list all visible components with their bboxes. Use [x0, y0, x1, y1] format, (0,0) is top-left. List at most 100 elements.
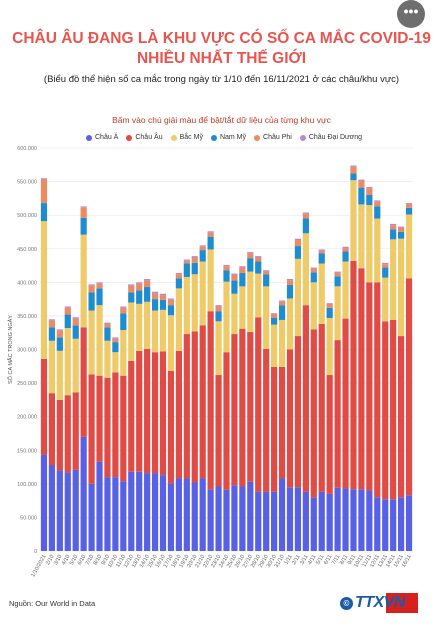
legend-label-south-america: Nam Mỹ [219, 134, 247, 141]
bar-oceania [326, 303, 333, 305]
bar-asia [64, 472, 71, 551]
legend-item-europe[interactable]: Châu Âu [126, 134, 163, 141]
bar-north-america [366, 205, 373, 283]
bar-europe [207, 311, 214, 490]
bar-asia [144, 473, 151, 551]
bar-europe [302, 305, 309, 492]
more-options-button[interactable]: ••• [397, 0, 425, 28]
legend-item-oceania[interactable]: Châu Đại Dương [299, 134, 362, 141]
bar-africa [144, 280, 151, 288]
bar-europe [247, 332, 254, 482]
bar-africa [40, 179, 48, 204]
bar-south-america [405, 207, 413, 215]
bar-africa [334, 272, 341, 277]
bar-asia [223, 489, 230, 551]
legend-dot-europe [126, 134, 133, 141]
bar-oceania [271, 313, 278, 315]
bar-south-america [96, 288, 103, 306]
bar-asia [191, 482, 198, 551]
bar-south-america [342, 251, 349, 262]
bar-oceania [199, 245, 206, 247]
bar-south-america [40, 203, 48, 222]
bar-africa [374, 201, 381, 207]
bar-south-america [398, 231, 405, 239]
x-tick-label: 11/11 [361, 554, 373, 568]
x-tick-label: 5/10 [69, 554, 80, 566]
stacked-bar-chart: 0 50.000 100.000 150.000 200.000 250.000 300.0… [6, 146, 413, 578]
bar-north-america [223, 281, 230, 353]
bar-asia [294, 487, 302, 551]
bar-north-america [294, 258, 302, 337]
bar-asia [72, 469, 79, 551]
legend-item-africa[interactable]: Châu Phi [254, 134, 292, 141]
bar-south-america [286, 285, 294, 299]
logo-mark: © [340, 596, 353, 610]
bar-oceania [183, 259, 190, 261]
bar-north-america [80, 234, 87, 328]
bar-europe [199, 325, 206, 479]
bar-europe [120, 375, 127, 482]
bar-oceania [318, 249, 325, 251]
bar-south-america [271, 317, 278, 325]
bar-north-america [48, 340, 55, 394]
bar-oceania [239, 266, 246, 268]
bar-europe [215, 375, 222, 487]
legend-item-south-america[interactable]: Nam Mỹ [210, 134, 247, 141]
bar-asia [199, 478, 206, 551]
bar-europe [40, 358, 48, 455]
bar-africa [80, 207, 87, 218]
legend-dot-africa [254, 134, 261, 141]
bar-south-america [302, 218, 309, 234]
bar-south-america [263, 274, 270, 287]
bar-north-america [286, 298, 294, 350]
bar-europe [223, 352, 230, 490]
x-tick-label: 9/10 [101, 554, 112, 566]
bar-oceania [56, 329, 63, 331]
bar-europe [112, 372, 119, 478]
legend-label-europe: Châu Âu [135, 134, 163, 141]
x-tick-label: 12/11 [369, 554, 381, 569]
bar-asia [263, 491, 270, 551]
bar-south-america [144, 287, 151, 302]
bar-oceania [366, 186, 373, 189]
bar-north-america [405, 214, 413, 279]
bar-south-america [159, 299, 167, 310]
bar-africa [263, 271, 270, 275]
bar-north-america [310, 282, 317, 330]
bar-oceania [215, 305, 222, 307]
bar-north-america [326, 317, 333, 376]
y-tick-label: 250.000 [17, 381, 37, 387]
bar-europe [318, 323, 325, 492]
bar-africa [120, 307, 127, 314]
bar-africa [56, 330, 63, 338]
bar-europe [334, 340, 341, 488]
bar-oceania [40, 178, 48, 180]
legend-item-north-america[interactable]: Bắc Mỹ [170, 134, 203, 141]
bar-oceania [112, 337, 119, 339]
bar-africa [255, 257, 262, 262]
bar-asia [128, 471, 135, 551]
bar-south-america [80, 217, 87, 235]
x-tick-label: 1/11 [283, 554, 293, 566]
bar-europe [72, 392, 79, 470]
bar-south-america [390, 229, 397, 240]
bar-oceania [191, 256, 198, 258]
bar-oceania [88, 284, 95, 286]
bar-europe [167, 370, 175, 484]
bar-south-america [382, 267, 389, 278]
bar-north-america [271, 324, 278, 367]
bar-africa [382, 264, 389, 268]
bar-south-america [207, 236, 214, 250]
bar-asia [334, 487, 341, 551]
legend-item-asia[interactable]: Châu Á [86, 134, 118, 141]
bar-north-america [136, 303, 143, 351]
y-tick-label: 550.000 [17, 180, 37, 186]
bar-africa [183, 260, 190, 264]
bar-africa [358, 180, 365, 188]
bar-europe [398, 336, 405, 498]
bar-europe [159, 351, 167, 476]
bar-africa [151, 293, 159, 300]
bar-north-america [104, 340, 111, 378]
bar-north-america [88, 310, 95, 375]
bar-africa [72, 318, 79, 326]
